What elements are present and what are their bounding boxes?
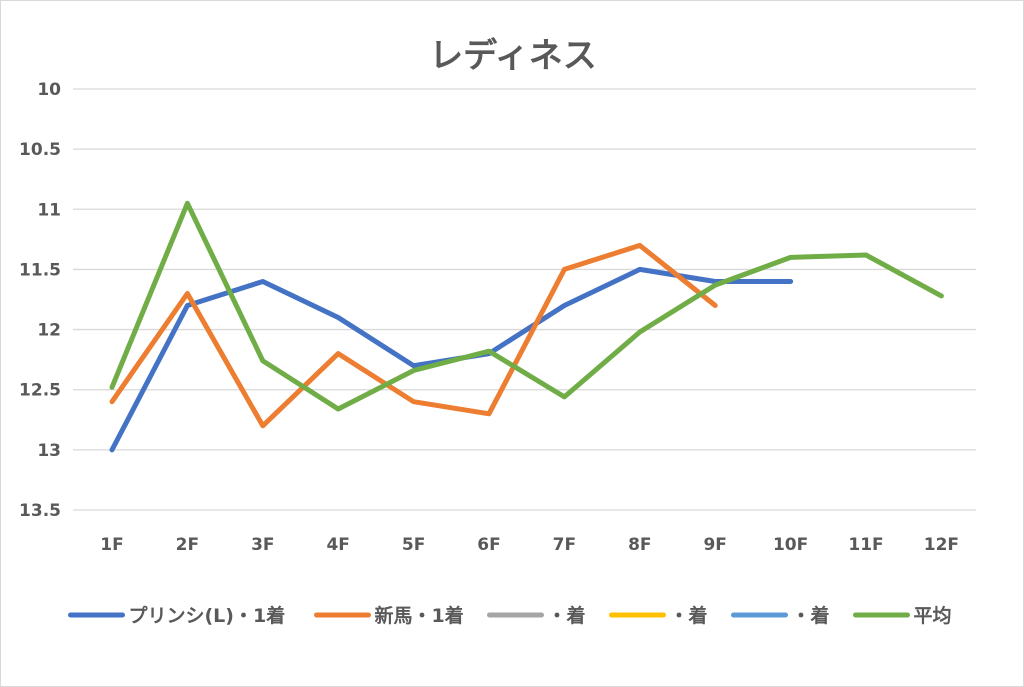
x-tick-label: 11F [848,535,883,555]
legend: プリンシ(L)・1着 新馬・1着 ・着 ・着 ・着 平均 [68,604,952,627]
x-tick-label: 6F [477,535,500,555]
y-tick-label: 13 [37,441,61,461]
legend-item-5: 平均 [853,604,952,627]
y-tick-label: 12.5 [19,381,61,401]
legend-label: ・着 [548,604,586,627]
x-tick-label: 4F [326,535,349,555]
x-tick-label: 7F [553,535,576,555]
y-tick-label: 12 [37,321,61,341]
legend-label: ・着 [670,604,708,627]
legend-item-2: ・着 [487,604,586,627]
chart-title: レディネス [429,36,597,76]
x-tick-label: 9F [703,535,726,555]
series-lines [109,200,944,453]
legend-label: 平均 [914,604,952,627]
series-line-5 [109,200,944,412]
x-axis-tick-labels: 1F 2F 3F 4F 5F 6F 7F 8F 9F 10F 11F 12F [100,535,959,555]
y-tick-label: 13.5 [19,501,61,521]
x-tick-label: 5F [402,535,425,555]
legend-item-1: 新馬・1着 [314,604,464,627]
y-axis-tick-labels: 10 10.5 11 11.5 12 12.5 13 13.5 [19,80,61,521]
y-tick-label: 10 [37,80,61,100]
x-tick-label: 10F [773,535,808,555]
x-tick-label: 8F [628,535,651,555]
y-tick-label: 11.5 [19,260,61,280]
y-tick-label: 10.5 [19,140,61,160]
legend-item-4: ・着 [731,604,830,627]
x-tick-label: 3F [251,535,274,555]
legend-label: 新馬・1着 [375,604,464,627]
y-tick-label: 11 [37,200,61,220]
legend-label: プリンシ(L)・1着 [129,604,286,627]
legend-item-0: プリンシ(L)・1着 [68,604,286,627]
x-tick-label: 1F [100,535,123,555]
series-line-1 [109,242,718,429]
x-tick-label: 12F [924,535,959,555]
x-tick-label: 2F [176,535,199,555]
legend-label: ・着 [792,604,830,627]
legend-item-3: ・着 [609,604,708,627]
